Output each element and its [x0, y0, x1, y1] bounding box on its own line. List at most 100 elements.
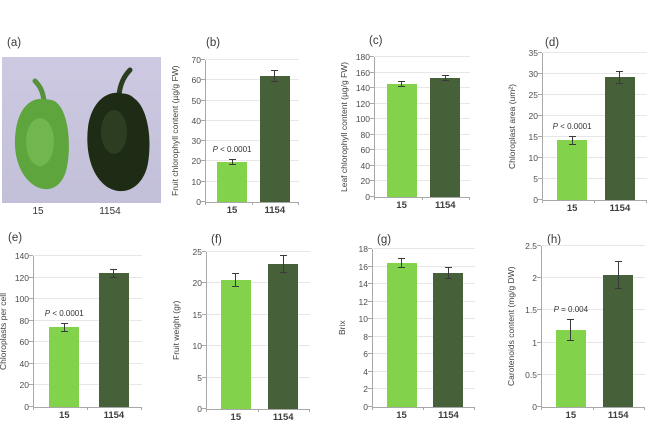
x-axis-tick: [33, 407, 34, 410]
y-axis-tick: [29, 276, 33, 278]
y-tick-label: 20: [191, 156, 201, 167]
y-tick-label: 0: [532, 401, 537, 412]
error-bar-1154: [614, 260, 622, 290]
bar-1154: [430, 78, 461, 197]
error-bar-1154: [616, 70, 624, 85]
p-italic: P: [44, 308, 51, 318]
y-axis-tick: [370, 164, 374, 166]
y-tick-label: 20: [528, 110, 538, 121]
error-bar-15: [567, 318, 575, 341]
y-axis-tick: [368, 335, 372, 337]
x-axis-tick: [644, 407, 645, 410]
panel-g-brix-chart: (g) Brix 0 2 4 6 8 10 12 14 16 18 15 1154: [336, 228, 478, 438]
y-tick-label: 0: [533, 194, 538, 205]
y-tick-label: 2.5: [525, 240, 537, 251]
y-axis-title: Fruit weight (gr): [171, 300, 182, 361]
error-bar-cap-top: [614, 260, 622, 262]
pepper-1154: [87, 67, 150, 192]
x-category-label-15: 15: [396, 200, 407, 211]
y-axis-tick: [368, 283, 372, 285]
y-tick-label: 30: [528, 68, 538, 79]
p-value-annotation: P < 0.0001: [44, 308, 84, 318]
x-axis-tick: [205, 202, 206, 205]
gridline: [206, 59, 299, 60]
y-tick-label: 60: [191, 75, 201, 86]
y-tick-label: 10: [358, 313, 368, 324]
y-axis-line: [206, 252, 207, 409]
x-axis-tick: [298, 202, 299, 205]
y-axis-tick: [201, 180, 205, 182]
panel-d-chloroplast-area-chart: (d) Chloroplast area (um²) 0 5 10 15 20 25 30 35 1…: [502, 36, 660, 228]
y-tick-label: 18: [358, 243, 368, 254]
y-axis-tick: [201, 59, 205, 60]
gridline: [206, 79, 299, 81]
gridline: [543, 115, 647, 116]
error-bar-15: [568, 136, 576, 145]
gridline: [542, 277, 645, 279]
y-axis-tick: [29, 341, 33, 343]
gridline: [373, 335, 475, 337]
x-category-label-1154: 1154: [607, 410, 629, 421]
gridline: [543, 157, 647, 158]
panel-h-carotenoids-chart: (h) Carotenoids content (mg/g DW) 0 0.5 1 1.5…: [502, 228, 658, 438]
error-bar-15: [232, 273, 240, 288]
y-tick-label: 70: [191, 54, 201, 65]
y-axis-tick: [538, 52, 542, 53]
error-bar-cap-bottom: [568, 143, 576, 145]
gridline: [375, 149, 470, 151]
y-axis-tick: [29, 255, 33, 256]
pepper-15-highlight: [26, 118, 54, 166]
y-tick-label: 5: [533, 173, 538, 184]
gridline: [34, 255, 142, 256]
y-tick-label: 0: [363, 401, 368, 412]
y-axis-tick: [202, 376, 206, 378]
panel-f-label: (f): [211, 234, 222, 246]
y-axis-tick: [537, 406, 541, 407]
error-bar-line: [282, 255, 284, 273]
error-bar-cap-top: [398, 257, 406, 259]
error-bar-cap-top: [232, 273, 240, 275]
error-bar-cap-top: [110, 268, 118, 270]
y-axis-tick: [370, 118, 374, 120]
error-bar-line: [274, 70, 276, 83]
bar-15: [217, 161, 248, 202]
error-bar-cap-bottom: [398, 86, 406, 88]
error-bar-cap-bottom: [398, 267, 406, 269]
gridline: [373, 388, 475, 390]
error-bar-line: [401, 81, 403, 88]
bar-1154: [433, 272, 464, 407]
x-axis-tick: [257, 409, 259, 412]
y-axis-tick: [538, 178, 542, 179]
error-bar-line: [63, 322, 65, 332]
y-tick-label: 1.5: [525, 305, 537, 316]
y-tick-label: 35: [528, 47, 538, 58]
y-tick-label: 120: [355, 98, 370, 109]
error-bar-cap-top: [568, 136, 576, 138]
error-bar-cap-top: [271, 70, 279, 72]
gridline: [207, 313, 310, 315]
y-axis-tick: [538, 157, 542, 158]
bar-15: [49, 327, 80, 407]
x-axis-tick: [374, 197, 375, 200]
x-category-label-1154: 1154: [434, 200, 456, 211]
x-axis-tick: [594, 200, 595, 203]
y-axis-line: [542, 53, 543, 200]
error-bar-line: [619, 70, 621, 85]
x-axis-tick: [542, 200, 543, 203]
y-axis-tick: [538, 115, 542, 116]
y-tick-label: 60: [360, 145, 370, 156]
y-axis-tick: [29, 298, 33, 300]
y-axis-tick: [538, 93, 542, 95]
panel-b-label: (b): [206, 37, 221, 49]
gridline: [375, 71, 470, 73]
error-bar-1154: [271, 70, 279, 83]
gridline: [34, 384, 142, 386]
error-bar-line: [571, 136, 573, 145]
x-axis-tick: [646, 200, 647, 203]
error-bar-1154: [444, 266, 452, 279]
y-axis-tick: [370, 102, 374, 104]
error-bar-line: [570, 318, 572, 341]
x-axis-tick: [87, 407, 88, 410]
x-axis-tick: [372, 407, 373, 410]
